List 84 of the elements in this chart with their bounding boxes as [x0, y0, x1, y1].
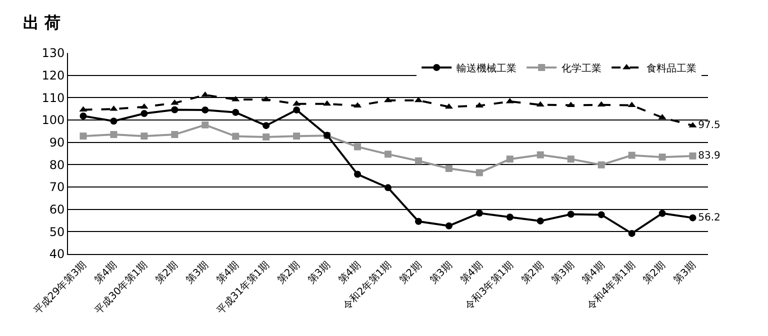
point	[202, 121, 209, 128]
y-tick-label: 80	[49, 158, 65, 172]
x-tick-label: 平成29年第3期	[32, 259, 89, 317]
x-tick-label: 第3期	[549, 259, 577, 286]
x-tick-label: 第2期	[640, 259, 668, 286]
x-tick-label: 第4期	[336, 259, 364, 286]
point	[354, 170, 362, 178]
data-label: 56.2	[698, 212, 720, 224]
legend-label: 食料品工業	[646, 62, 697, 74]
data-label: 97.5	[698, 120, 720, 132]
point	[689, 214, 696, 222]
x-tick-label: 第2期	[153, 259, 180, 286]
x-tick-label: 第3期	[306, 259, 333, 286]
point	[110, 118, 118, 125]
point	[566, 102, 575, 108]
legend-label: 輸送機械工業	[456, 62, 517, 74]
point	[80, 112, 87, 120]
point	[476, 210, 483, 217]
point	[597, 101, 606, 107]
point	[536, 101, 544, 107]
point	[628, 152, 636, 159]
point	[110, 131, 118, 138]
point	[323, 100, 332, 106]
x-tick-label: 第2期	[518, 259, 546, 286]
x-tick-label: 第3期	[671, 259, 698, 286]
point	[80, 132, 87, 140]
point	[414, 157, 422, 164]
point	[262, 133, 270, 140]
point	[598, 211, 605, 218]
y-tick-label: 100	[42, 113, 65, 128]
point	[506, 156, 514, 163]
point	[293, 106, 300, 114]
x-tick-label: 第4期	[580, 259, 607, 286]
point	[658, 210, 666, 217]
x-tick-label: 第4期	[92, 259, 120, 286]
point	[232, 132, 240, 140]
point	[140, 103, 148, 109]
point	[567, 210, 574, 218]
point	[232, 108, 240, 116]
point	[384, 150, 392, 158]
point	[414, 218, 422, 225]
x-tick-label: 第3期	[184, 259, 211, 286]
y-tick-label: 110	[42, 90, 65, 105]
point	[171, 131, 178, 138]
point	[444, 103, 453, 109]
point	[658, 154, 666, 161]
x-tick-label: 第3期	[427, 259, 455, 286]
point	[598, 161, 605, 168]
point	[140, 110, 148, 118]
point	[567, 156, 574, 163]
point	[445, 164, 452, 172]
point	[628, 230, 636, 237]
point	[445, 222, 452, 230]
point	[354, 143, 362, 150]
y-tick-label: 50	[49, 224, 65, 239]
point	[536, 151, 544, 158]
point	[628, 102, 636, 108]
point	[293, 132, 300, 140]
point	[140, 132, 148, 140]
y-tick-label: 130	[42, 46, 65, 60]
point	[384, 184, 392, 192]
data-label: 83.9	[698, 150, 720, 162]
y-tick-label: 40	[49, 247, 65, 262]
point	[171, 106, 178, 114]
y-tick-label: 60	[49, 202, 65, 217]
point	[476, 169, 483, 176]
y-tick-label: 120	[42, 68, 65, 83]
y-tick-label: 70	[49, 180, 65, 194]
x-tick-label: 第4期	[214, 259, 242, 286]
y-tick-label: 90	[49, 136, 65, 150]
legend-label: 化学工業	[562, 62, 602, 74]
chart-title: 出 荷	[23, 13, 61, 32]
point	[262, 122, 270, 130]
x-tick-label: 第2期	[275, 259, 302, 286]
point	[232, 96, 240, 102]
point	[262, 96, 270, 102]
point	[536, 217, 544, 224]
point	[506, 98, 514, 104]
point	[689, 152, 696, 160]
point	[202, 106, 209, 114]
point	[292, 100, 301, 106]
point	[506, 214, 514, 221]
x-tick-label: 第2期	[397, 259, 424, 286]
point	[201, 91, 210, 97]
